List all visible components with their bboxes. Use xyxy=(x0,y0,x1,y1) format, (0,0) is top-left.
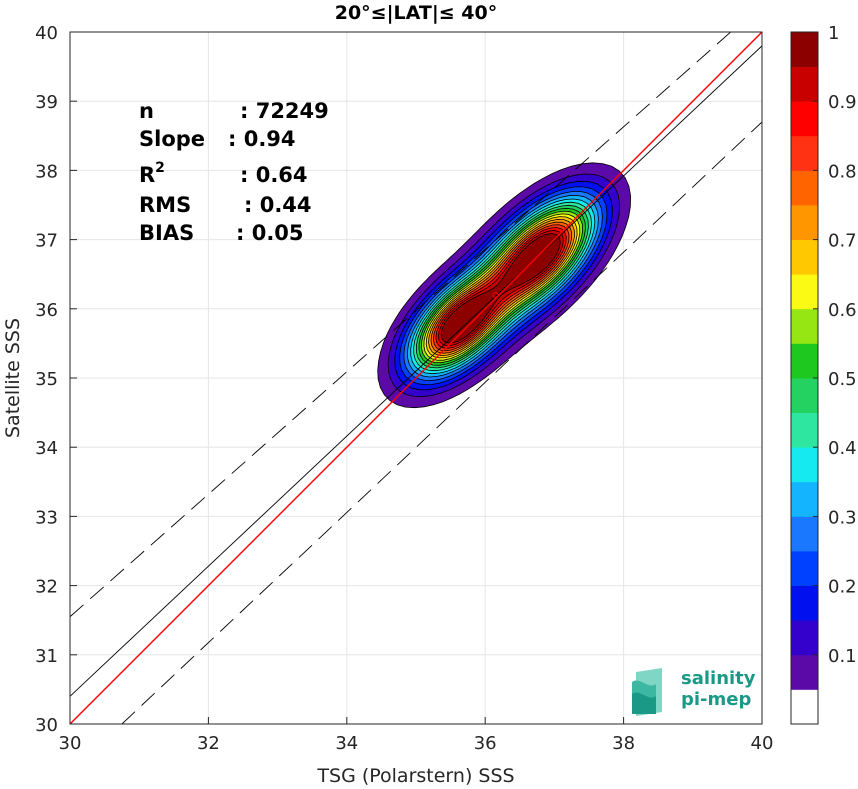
stat-superscript: 2 xyxy=(155,160,165,176)
y-tick-label: 37 xyxy=(35,231,58,252)
colorbar-tick-label: 0.8 xyxy=(828,161,857,182)
colorbar-swatch xyxy=(791,689,818,725)
logo-pimep-text: pi-mep xyxy=(681,689,751,710)
stat-label: n xyxy=(139,99,154,123)
stat-value: : 72249 xyxy=(240,99,329,123)
x-axis-ticks: 30 32 34 36 38 40 xyxy=(59,717,774,754)
colorbar-swatch xyxy=(791,378,818,413)
mean-point-marker xyxy=(492,291,499,298)
colorbar-swatch xyxy=(791,551,818,586)
colorbar-swatch xyxy=(791,135,818,171)
colorbar-swatch xyxy=(791,585,818,621)
colorbar-swatch xyxy=(791,481,818,517)
stat-value: : 0.05 xyxy=(236,221,304,245)
wave-logo-icon xyxy=(632,668,662,716)
stat-label: BIAS xyxy=(139,221,194,245)
colorbar-tick-label: 0.5 xyxy=(828,369,857,390)
y-tick-label: 35 xyxy=(35,369,58,390)
colorbar-tick-label: 0.7 xyxy=(828,231,857,252)
colorbar-tick-label: 0.3 xyxy=(828,507,857,528)
reference-lines xyxy=(70,32,762,724)
chart-title: 20°≤|LAT|≤ 40° xyxy=(335,2,498,24)
colorbar-swatch xyxy=(791,654,818,690)
colorbar-swatch xyxy=(791,447,818,483)
colorbar xyxy=(790,31,819,725)
colorbar-swatch xyxy=(791,239,818,275)
colorbar-swatch xyxy=(791,516,818,552)
colorbar-tick-label: 1 xyxy=(828,23,839,44)
x-tick-label: 30 xyxy=(59,733,82,754)
y-axis-label: Satellite SSS xyxy=(2,318,24,438)
colorbar-tick-label: 0.9 xyxy=(828,92,857,113)
x-tick-label: 40 xyxy=(751,733,774,754)
colorbar-swatch xyxy=(791,620,818,656)
y-tick-label: 39 xyxy=(35,92,58,113)
y-tick-label: 38 xyxy=(35,161,58,182)
y-tick-label: 31 xyxy=(35,646,58,667)
colorbar-tick-label: 0.4 xyxy=(828,438,857,459)
y-tick-label: 33 xyxy=(35,507,58,528)
y-tick-label: 36 xyxy=(35,300,58,321)
x-tick-label: 34 xyxy=(335,733,358,754)
stat-value: : 0.44 xyxy=(244,193,312,217)
colorbar-ticks: 0.1 0.2 0.3 0.4 0.5 0.6 0.7 0.8 0.9 1 xyxy=(813,23,857,667)
colorbar-tick-label: 0.6 xyxy=(828,300,857,321)
x-axis-label: TSG (Polarstern) SSS xyxy=(316,765,514,787)
y-axis-ticks: 30 31 32 33 34 35 36 37 38 39 40 xyxy=(35,23,77,736)
salinity-pi-mep-logo: salinity pi-mep xyxy=(632,668,756,716)
y-tick-label: 32 xyxy=(35,577,58,598)
colorbar-swatch xyxy=(791,66,818,102)
x-tick-label: 36 xyxy=(474,733,497,754)
colorbar-swatch xyxy=(791,170,818,206)
colorbar-tick-label: 0.2 xyxy=(828,577,857,598)
colorbar-tick-label: 0.1 xyxy=(828,646,857,667)
colorbar-swatch xyxy=(791,205,818,240)
stat-value: : 0.94 xyxy=(228,127,296,151)
x-tick-label: 38 xyxy=(612,733,635,754)
stat-label: RMS xyxy=(139,193,191,217)
lower-bound-dashed-line xyxy=(121,121,762,724)
stat-label: Slope xyxy=(139,127,205,151)
colorbar-swatch xyxy=(791,32,818,67)
x-tick-label: 32 xyxy=(197,733,220,754)
one-to-one-line xyxy=(70,32,762,724)
colorbar-swatch xyxy=(791,343,818,379)
regression-line xyxy=(70,45,762,697)
colorbar-swatch xyxy=(791,274,818,310)
colorbar-swatch xyxy=(791,412,818,448)
density-contours xyxy=(377,162,632,409)
stat-value: : 0.64 xyxy=(240,163,308,187)
upper-bound-dashed-line xyxy=(70,32,732,618)
colorbar-swatch xyxy=(791,101,818,137)
y-tick-label: 40 xyxy=(35,23,58,44)
logo-salinity-text: salinity xyxy=(681,668,756,689)
contour-level xyxy=(440,233,561,344)
y-tick-label: 34 xyxy=(35,438,58,459)
y-tick-label: 30 xyxy=(35,715,58,736)
colorbar-swatch xyxy=(791,308,818,344)
